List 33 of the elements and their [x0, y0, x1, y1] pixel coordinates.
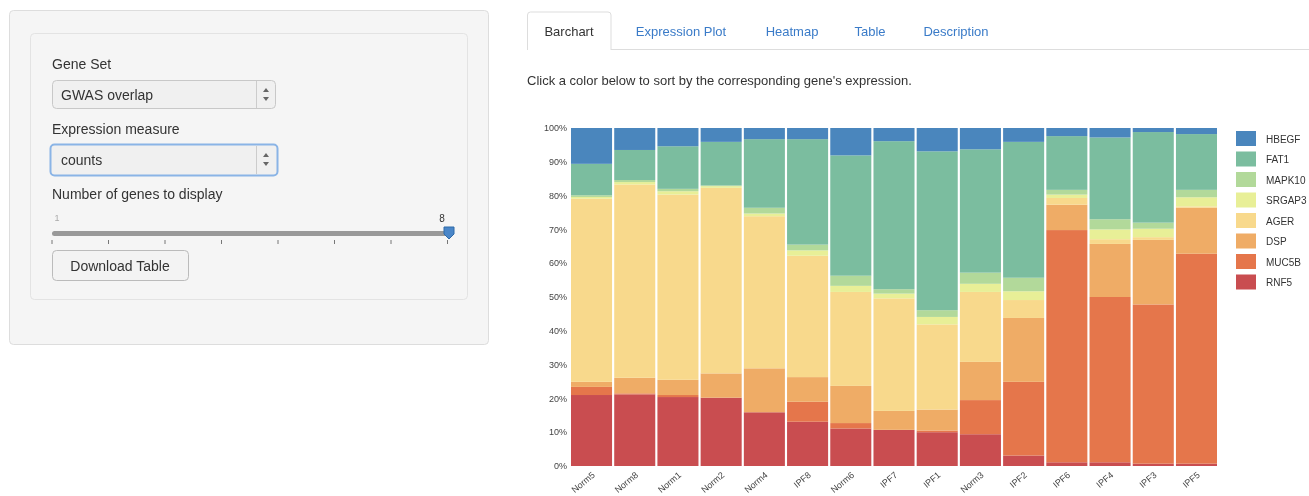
- y-tick-label: 100%: [543, 123, 567, 134]
- text: 1: [54, 213, 60, 223]
- y-tick-label: 20%: [548, 393, 567, 404]
- text: Barchart: [544, 24, 594, 39]
- legend-label: FAT1: [1266, 154, 1290, 165]
- text: Expression measure: [52, 121, 180, 137]
- y-tick-label: 70%: [548, 224, 567, 235]
- legend-label: SRGAP3: [1266, 195, 1308, 206]
- legend-label: MAPK10: [1266, 174, 1306, 186]
- legend-label: RNF5: [1266, 277, 1293, 288]
- y-tick-label: 50%: [548, 292, 567, 303]
- text: GWAS overlap: [61, 87, 154, 103]
- y-tick-label: 90%: [548, 156, 567, 167]
- y-tick-label: 0%: [553, 461, 567, 472]
- y-tick-label: 10%: [548, 427, 567, 438]
- text: Heatmap: [765, 24, 819, 39]
- y-tick-label: 40%: [548, 325, 567, 336]
- text: Expression Plot: [635, 24, 727, 39]
- text: Description: [923, 24, 989, 39]
- chart-subtitle: Click a color below to sort by the corresponding gene's expression.: [527, 73, 912, 88]
- text: Download Table: [70, 258, 170, 274]
- y-tick-label: 60%: [548, 258, 567, 269]
- text: Table: [854, 24, 886, 39]
- legend-label: AGER: [1266, 215, 1295, 227]
- text: Number of genes to display: [52, 186, 223, 202]
- legend-label: DSP: [1266, 236, 1287, 247]
- y-tick-label: 80%: [548, 190, 567, 201]
- text: counts: [61, 152, 103, 168]
- text: Gene Set: [52, 56, 112, 72]
- text: 8: [439, 213, 446, 224]
- legend-label: HBEGF: [1266, 133, 1301, 145]
- legend-label: MUC5B: [1266, 256, 1302, 268]
- y-tick-label: 30%: [548, 359, 567, 370]
